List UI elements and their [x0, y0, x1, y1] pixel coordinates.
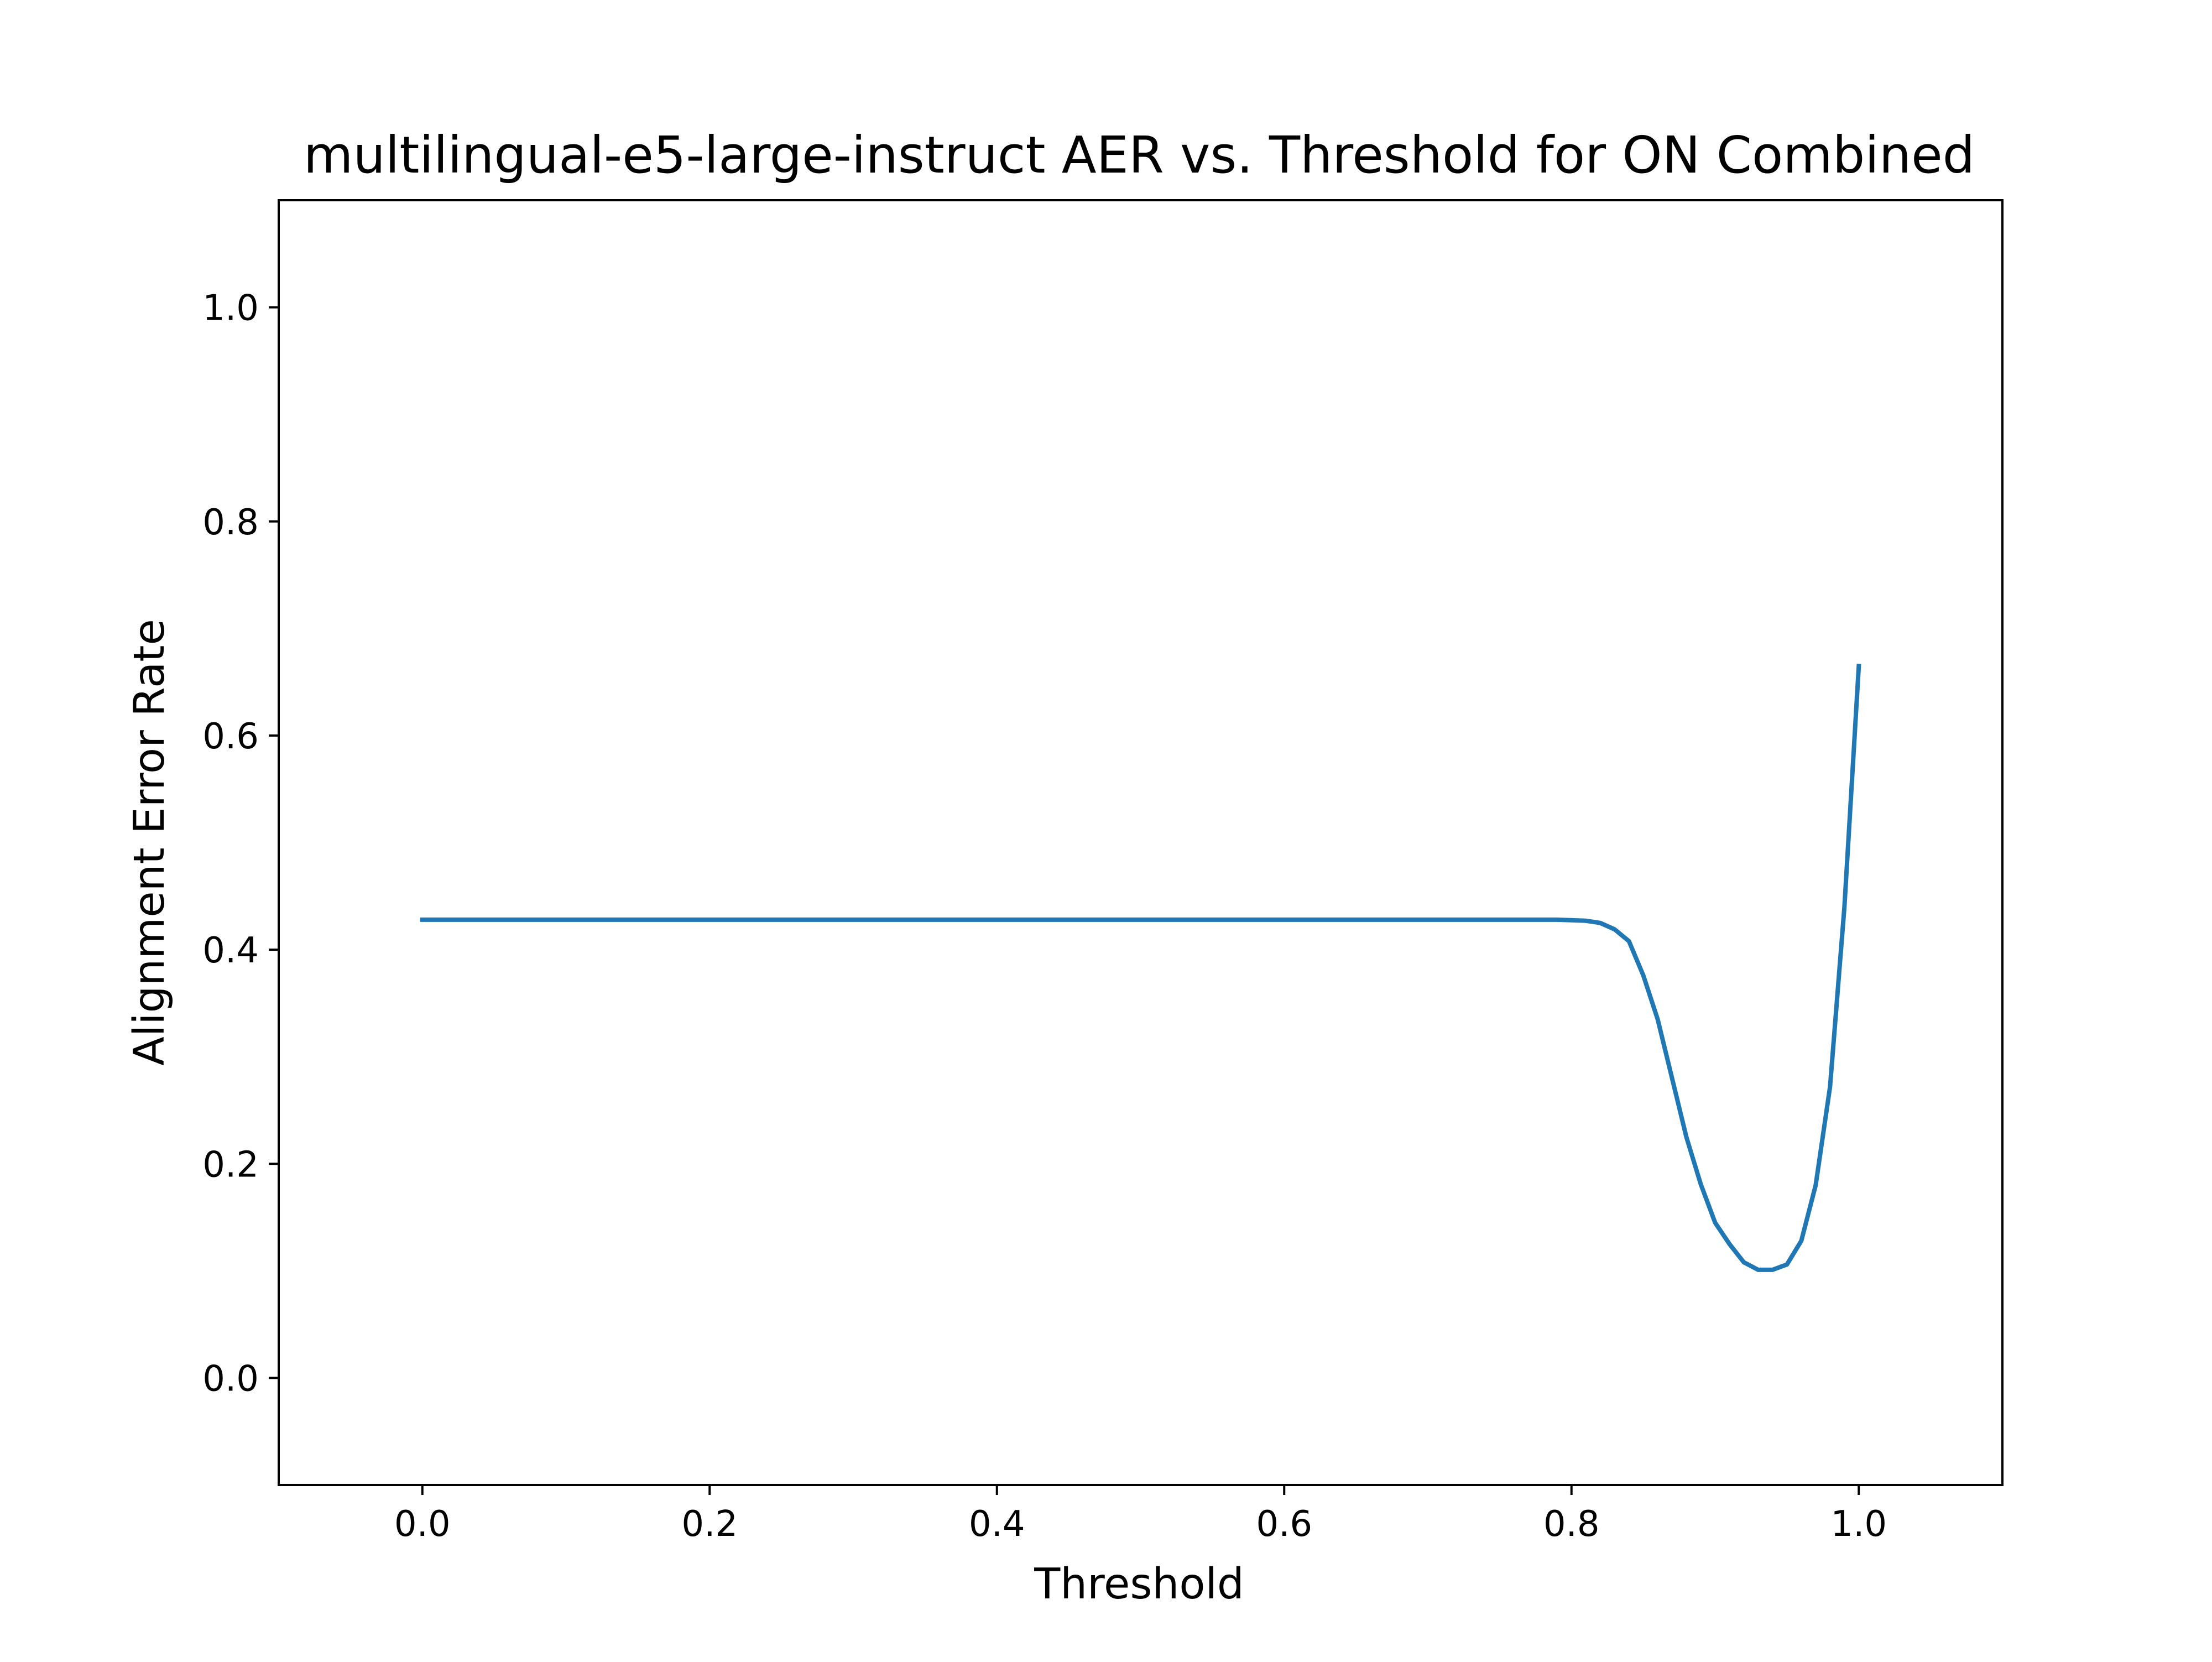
plot-background	[279, 200, 2002, 1485]
series-group	[420, 663, 1861, 1272]
x-tick-label: 0.6	[1256, 1504, 1312, 1545]
x-axis-label: Threshold	[1034, 1560, 1244, 1609]
x-tick-label: 0.4	[969, 1504, 1025, 1545]
series-line	[420, 663, 1861, 1272]
x-tick-label: 0.8	[1543, 1504, 1600, 1545]
plot-frame	[278, 199, 2004, 1486]
y-tick-label: 1.0	[202, 288, 259, 329]
x-axis: 0.0 0.2 0.4 0.6 0.8 1.0	[394, 1485, 1887, 1545]
y-tick-label: 0.2	[202, 1144, 259, 1185]
y-tick-label: 0.8	[202, 502, 259, 543]
y-axis: 0.0 0.2 0.4 0.6 0.8 1.0	[202, 288, 279, 1399]
y-tick-label: 0.4	[202, 930, 259, 971]
x-tick-label: 0.2	[681, 1504, 738, 1545]
y-tick-label: 0.6	[202, 716, 259, 757]
x-tick-label: 1.0	[1830, 1504, 1887, 1545]
plot-area: 0.0 0.2 0.4 0.6 0.8 1.0 0.0 0.2 0.4 0.6 0.8 1.0	[202, 199, 2004, 1545]
chart-title: multilingual-e5-large-instruct AER vs. T…	[304, 126, 1975, 185]
y-axis-label: Alignment Error Rate	[125, 619, 174, 1066]
x-tick-label: 0.0	[394, 1504, 451, 1545]
y-tick-label: 0.0	[202, 1358, 259, 1399]
